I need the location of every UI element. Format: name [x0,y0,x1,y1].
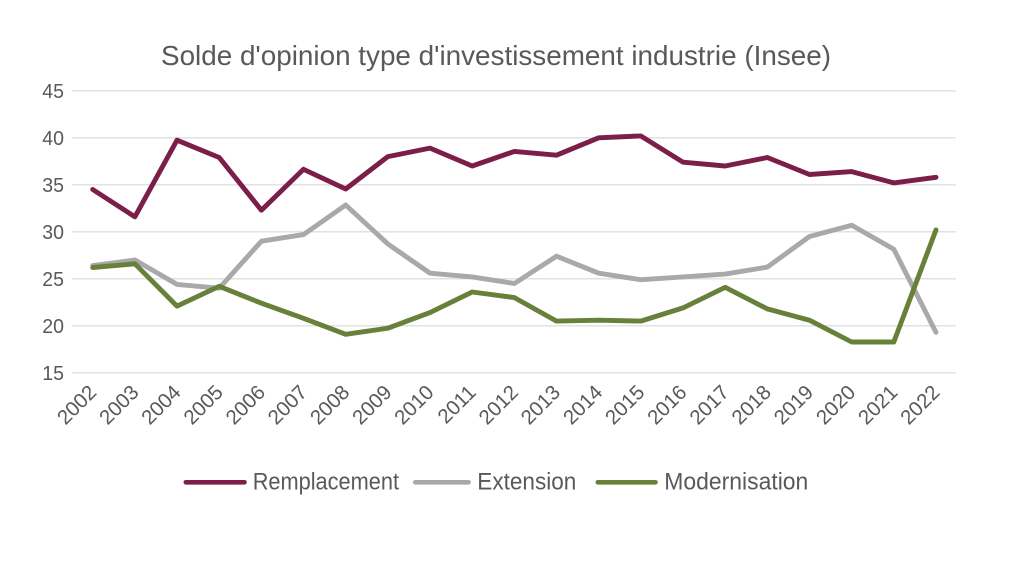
svg-text:2004: 2004 [137,381,186,430]
svg-text:2002: 2002 [53,381,102,430]
svg-text:2008: 2008 [306,381,355,430]
svg-text:2014: 2014 [559,381,608,430]
svg-text:2022: 2022 [896,381,945,430]
svg-text:Extension: Extension [477,468,576,495]
svg-text:Solde d'opinion type d'investi: Solde d'opinion type d'investissement in… [161,40,831,71]
svg-text:2009: 2009 [348,381,397,430]
svg-text:2007: 2007 [264,381,313,430]
svg-text:2021: 2021 [854,381,903,430]
svg-text:25: 25 [42,268,64,291]
svg-text:20: 20 [42,315,64,338]
svg-text:2011: 2011 [433,381,480,428]
svg-text:2012: 2012 [474,381,523,430]
svg-text:15: 15 [42,362,64,385]
svg-text:2018: 2018 [727,381,776,430]
svg-text:2017: 2017 [685,381,734,430]
svg-text:45: 45 [42,80,64,103]
svg-text:2003: 2003 [95,381,144,430]
svg-text:30: 30 [42,221,64,244]
svg-text:40: 40 [42,127,64,150]
svg-text:Modernisation: Modernisation [664,468,808,495]
svg-text:2013: 2013 [517,381,566,430]
svg-text:2006: 2006 [221,381,270,430]
svg-text:2020: 2020 [812,381,861,430]
svg-text:2019: 2019 [770,381,819,430]
svg-text:2016: 2016 [643,381,692,430]
svg-text:2015: 2015 [601,381,650,430]
svg-text:Remplacement: Remplacement [253,468,400,495]
svg-text:2005: 2005 [179,381,228,430]
svg-text:35: 35 [42,174,64,197]
svg-text:2010: 2010 [390,381,439,430]
